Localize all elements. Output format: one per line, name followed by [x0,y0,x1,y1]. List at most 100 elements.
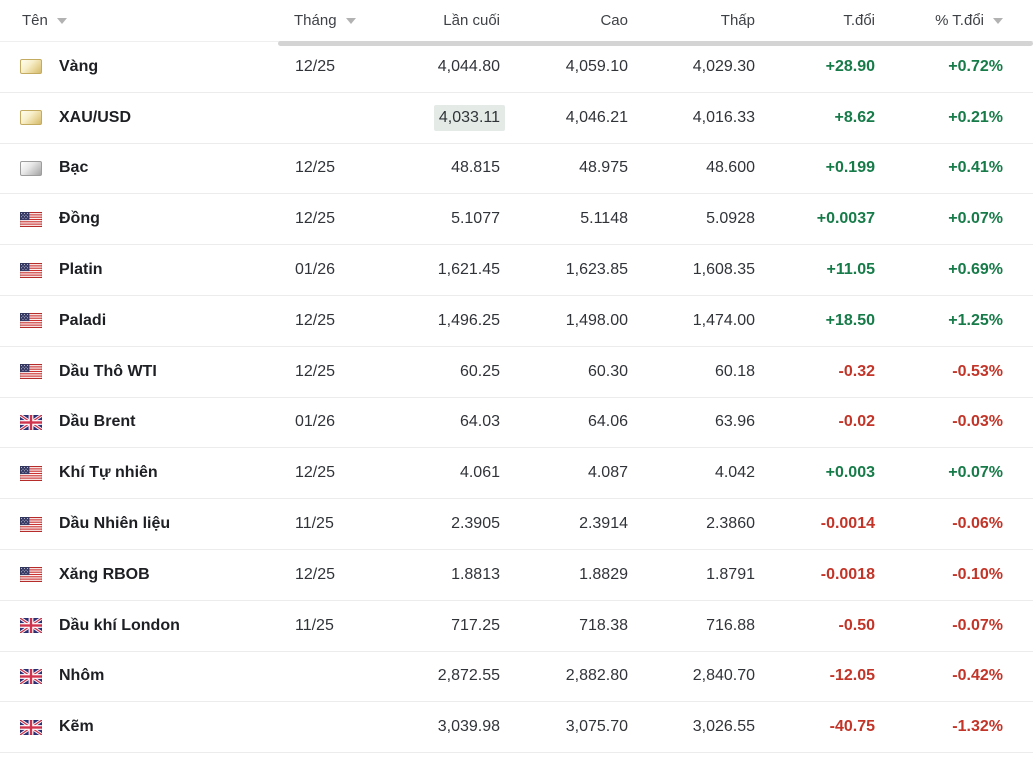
last-price: 4,033.11 [433,104,505,131]
last-price-cell: 1.8813 [350,566,500,584]
chevron-down-icon [56,17,67,24]
contract-month: 12/25 [295,311,336,329]
change-percent: +0.21% [948,108,1003,126]
table-row[interactable]: Đồng 12/25 5.1077 5.1148 5.0928 +0.0037 … [0,194,1033,246]
column-header-change-pct[interactable]: % T.đổi [875,12,1003,29]
change-percent: -0.53% [952,362,1003,380]
table-row[interactable]: Nhôm 2,872.55 2,882.80 2,840.70 -12.05 -… [0,651,1033,703]
table-row[interactable]: Platin 01/26 1,621.45 1,623.85 1,608.35 … [0,245,1033,296]
instrument-name-link[interactable]: Nhôm [59,667,105,685]
last-price-cell: 5.1077 [350,210,500,228]
contract-month: 01/26 [295,413,336,431]
instrument-name-cell: Platin [0,261,280,279]
low-price: 5.0928 [706,210,755,228]
last-price: 3,039.98 [437,718,500,736]
chevron-down-icon [993,17,1003,24]
instrument-name-cell: Paladi [0,312,280,330]
uk-flag-icon [20,719,42,735]
instrument-name-link[interactable]: Khí Tự nhiên [59,464,158,482]
contract-month: 11/25 [295,515,334,533]
table-row[interactable]: Khí Tự nhiên 12/25 4.061 4.087 4.042 +0.… [0,448,1033,500]
table-row[interactable]: Kẽm 3,039.98 3,075.70 3,026.55 -40.75 -1… [0,702,1033,754]
change-percent: -0.42% [952,667,1003,685]
low-price: 3,026.55 [692,718,755,736]
change-value: -0.50 [838,616,875,634]
instrument-name-link[interactable]: Vàng [59,57,99,75]
column-header-month[interactable]: Tháng [280,12,356,29]
change-percent: -0.03% [952,413,1003,431]
low-price: 60.18 [714,362,755,380]
table-row[interactable]: Dầu Thô WTI 12/25 60.25 60.30 60.18 -0.3… [0,346,1033,398]
low-price: 4.042 [714,464,755,482]
contract-month: 12/25 [295,210,336,228]
instrument-name-cell: Xăng RBOB [0,566,280,584]
contract-month: 01/26 [295,261,336,279]
table-row[interactable]: Vàng 12/25 4,044.80 4,059.10 4,029.30 +2… [0,42,1033,93]
table-row[interactable]: Xăng RBOB 12/25 1.8813 1.8829 1.8791 -0.… [0,549,1033,601]
high-price: 3,075.70 [565,718,628,736]
last-price-cell: 2.3905 [350,515,500,533]
instrument-name-link[interactable]: Dầu khí London [59,616,180,634]
low-price: 2.3860 [706,515,755,533]
high-price: 4,046.21 [565,108,628,126]
high-price: 1,623.85 [565,261,628,279]
change-percent: +0.07% [948,210,1003,228]
column-header-last[interactable]: Lần cuối [443,12,500,29]
table-header: Tên Tháng Lần cuối Cao Thấp T.đổi % T.đổ… [0,0,1033,42]
instrument-name-link[interactable]: Bạc [59,159,89,177]
change-percent: -0.10% [952,565,1003,583]
instrument-name-link[interactable]: Xăng RBOB [59,565,150,583]
last-price: 2.3905 [451,515,500,533]
instrument-name-cell: Kẽm [0,718,280,736]
last-price: 48.815 [451,159,500,177]
instrument-name-link[interactable]: Kẽm [59,718,94,736]
change-value: -40.75 [829,718,875,736]
instrument-name-cell: Dầu Brent [0,413,280,431]
instrument-name-cell: XAU/USD [0,109,280,127]
change-percent: +0.07% [948,464,1003,482]
last-price: 4,044.80 [437,57,500,75]
gold-bar-icon [20,59,42,75]
high-price: 48.975 [579,159,628,177]
table-row[interactable]: Dầu khí London 11/25 717.25 718.38 716.8… [0,600,1033,652]
table-row[interactable]: Paladi 12/25 1,496.25 1,498.00 1,474.00 … [0,295,1033,347]
instrument-name-link[interactable]: Paladi [59,311,107,329]
instrument-name-link[interactable]: XAU/USD [59,108,132,126]
horizontal-scrollbar[interactable] [278,41,1033,46]
change-value: -0.0018 [820,565,875,583]
gold-bar-icon [20,110,42,126]
instrument-name-link[interactable]: Dầu Thô WTI [59,362,157,380]
instrument-name-cell: Dầu khí London [0,617,280,635]
table-row[interactable]: Dầu Nhiên liệu 11/25 2.3905 2.3914 2.386… [0,499,1033,550]
high-price: 4.087 [587,464,628,482]
column-header-month-label: Tháng [294,12,337,29]
table-row[interactable]: Dầu Brent 01/26 64.03 64.06 63.96 -0.02 … [0,397,1033,449]
high-price: 2,882.80 [565,667,628,685]
instrument-name-cell: Đồng [0,210,280,228]
column-header-name[interactable]: Tên [0,12,280,29]
table-row[interactable]: Bạc 12/25 48.815 48.975 48.600 +0.199 +0… [0,143,1033,195]
instrument-name-link[interactable]: Đồng [59,210,100,228]
instrument-name-link[interactable]: Dầu Nhiên liệu [59,515,171,533]
change-value: -0.02 [838,413,875,431]
column-header-change[interactable]: T.đổi [843,12,875,29]
us-flag-icon [20,567,42,583]
instrument-name-link[interactable]: Platin [59,261,103,279]
last-price-cell: 64.03 [350,413,500,431]
high-price: 718.38 [579,616,628,634]
uk-flag-icon [20,668,42,684]
change-percent: +1.25% [948,311,1003,329]
us-flag-icon [20,465,42,481]
change-value: +8.62 [834,108,875,126]
us-flag-icon [20,516,42,532]
instrument-name-link[interactable]: Dầu Brent [59,413,136,431]
change-value: +0.199 [825,159,875,177]
column-header-high[interactable]: Cao [600,12,628,29]
column-header-low[interactable]: Thấp [720,12,755,29]
last-price-cell: 4,044.80 [350,58,500,76]
table-row[interactable]: XAU/USD 4,033.11 4,046.21 4,016.33 +8.62… [0,92,1033,144]
change-percent: -0.07% [952,616,1003,634]
table-body: Vàng 12/25 4,044.80 4,059.10 4,029.30 +2… [0,42,1033,754]
change-value: +18.50 [825,311,875,329]
